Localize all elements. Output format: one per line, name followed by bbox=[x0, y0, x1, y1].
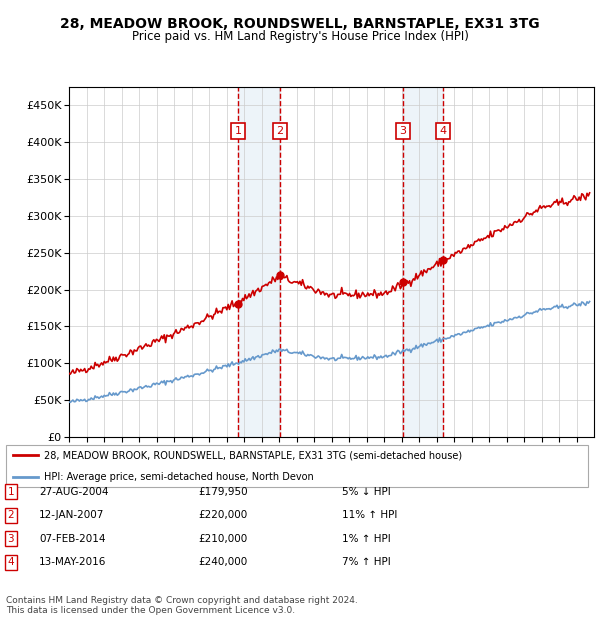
Text: 28, MEADOW BROOK, ROUNDSWELL, BARNSTAPLE, EX31 3TG (semi-detached house): 28, MEADOW BROOK, ROUNDSWELL, BARNSTAPLE… bbox=[44, 450, 462, 460]
Text: 1: 1 bbox=[235, 126, 242, 136]
Text: HPI: Average price, semi-detached house, North Devon: HPI: Average price, semi-detached house,… bbox=[44, 472, 314, 482]
Text: 2: 2 bbox=[276, 126, 283, 136]
Text: 28, MEADOW BROOK, ROUNDSWELL, BARNSTAPLE, EX31 3TG: 28, MEADOW BROOK, ROUNDSWELL, BARNSTAPLE… bbox=[60, 17, 540, 32]
Bar bbox=[238, 87, 280, 437]
Text: 4: 4 bbox=[7, 557, 14, 567]
Text: Contains HM Land Registry data © Crown copyright and database right 2024.
This d: Contains HM Land Registry data © Crown c… bbox=[6, 596, 358, 615]
Text: 11% ↑ HPI: 11% ↑ HPI bbox=[342, 510, 397, 520]
Text: 13-MAY-2016: 13-MAY-2016 bbox=[39, 557, 106, 567]
Text: £240,000: £240,000 bbox=[198, 557, 247, 567]
Text: 3: 3 bbox=[400, 126, 406, 136]
Text: 12-JAN-2007: 12-JAN-2007 bbox=[39, 510, 104, 520]
FancyBboxPatch shape bbox=[6, 445, 588, 487]
Bar bbox=[403, 87, 443, 437]
Text: £220,000: £220,000 bbox=[198, 510, 247, 520]
Text: 3: 3 bbox=[7, 534, 14, 544]
Text: £210,000: £210,000 bbox=[198, 534, 247, 544]
Text: 5% ↓ HPI: 5% ↓ HPI bbox=[342, 487, 391, 497]
Text: Price paid vs. HM Land Registry's House Price Index (HPI): Price paid vs. HM Land Registry's House … bbox=[131, 30, 469, 43]
Text: 07-FEB-2014: 07-FEB-2014 bbox=[39, 534, 106, 544]
Text: 1: 1 bbox=[7, 487, 14, 497]
Text: 2: 2 bbox=[7, 510, 14, 520]
Text: 27-AUG-2004: 27-AUG-2004 bbox=[39, 487, 109, 497]
Text: £179,950: £179,950 bbox=[198, 487, 248, 497]
Text: 4: 4 bbox=[439, 126, 446, 136]
Text: 7% ↑ HPI: 7% ↑ HPI bbox=[342, 557, 391, 567]
Text: 1% ↑ HPI: 1% ↑ HPI bbox=[342, 534, 391, 544]
